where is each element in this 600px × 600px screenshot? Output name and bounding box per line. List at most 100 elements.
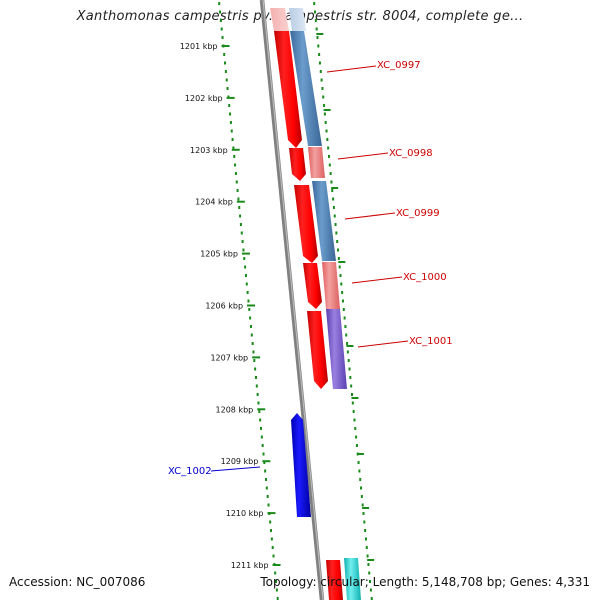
label-xc1002[interactable]: XC_1002 [168, 466, 212, 477]
guide-dot [233, 155, 236, 158]
guide-dot [360, 495, 363, 498]
guide-dot [269, 520, 272, 524]
guide-dot [241, 240, 244, 243]
guide-dot [252, 350, 255, 354]
gene-xc1000-arrow[interactable] [303, 263, 322, 309]
label-xc0997[interactable]: XC_0997 [377, 60, 421, 71]
guide-dot [234, 172, 237, 175]
genome-stats: Topology: circular; Length: 5,148,708 bp… [260, 575, 590, 589]
guide-dot [318, 53, 321, 56]
guide-dot [259, 427, 262, 430]
gene-xc0999-arrow[interactable] [294, 185, 318, 263]
gene-bottom-red[interactable] [326, 560, 343, 600]
guide-dot [262, 452, 265, 456]
guide-dot [346, 350, 349, 354]
guide-dot [365, 546, 368, 549]
guide-dot [338, 265, 341, 269]
guide-dot [364, 529, 367, 532]
guide-dot [270, 529, 273, 532]
guide-dot [322, 95, 325, 99]
guide-dot [329, 172, 332, 175]
guide-dot [333, 214, 336, 218]
guide-dot [316, 36, 319, 39]
gene-xc0997-arrow[interactable] [274, 31, 302, 148]
guide-dot [248, 308, 251, 311]
gene-xc1002-arrow[interactable] [291, 413, 311, 517]
guide-dot [344, 325, 347, 328]
guide-dot [366, 554, 369, 558]
guide-dot [253, 359, 256, 362]
guide-dot [324, 121, 327, 124]
guide-dot [346, 342, 349, 345]
guide-dot [249, 316, 252, 320]
accession-label: Accession: NC_007086 [9, 575, 146, 589]
guide-dot [219, 10, 222, 14]
guide-dot [240, 231, 243, 235]
guide-dot [360, 486, 363, 490]
guide-dot [342, 308, 345, 311]
guide-dot [237, 197, 240, 201]
label-xc0998[interactable]: XC_0998 [389, 148, 433, 159]
guide-dot [236, 189, 239, 192]
guide-dot [221, 36, 224, 39]
guide-dot [254, 367, 257, 371]
guide-dot [257, 401, 260, 405]
label-xc1000[interactable]: XC_1000 [403, 272, 447, 283]
guide-dot [261, 444, 264, 447]
guide-dot [370, 597, 373, 600]
guide-dot [357, 461, 360, 464]
track-pink-1 [308, 147, 325, 178]
guide-dot [369, 580, 372, 583]
guide-dot [369, 588, 372, 592]
guide-dot [353, 418, 356, 422]
guide-dot [348, 367, 351, 371]
guide-dot [323, 112, 326, 116]
guide-dot [234, 163, 237, 167]
guide-dot [340, 282, 343, 286]
guide-dot [359, 478, 362, 481]
guide-dot [230, 129, 233, 133]
guide-dot [341, 291, 344, 294]
guide-dot [347, 359, 350, 362]
guide-dot [337, 257, 340, 260]
guide-dot [336, 240, 339, 243]
guide-dot [265, 486, 268, 490]
guide-dot [315, 27, 318, 31]
guide-dot [349, 376, 352, 379]
genes-count-label: Genes: 4,331 [509, 575, 590, 589]
guide-dot [272, 554, 275, 558]
guide-dot [264, 469, 267, 473]
gene-xc1001-arrow[interactable] [307, 311, 328, 389]
guide-dot [313, 2, 316, 5]
guide-dot [263, 461, 266, 464]
leader-xc1001 [357, 340, 409, 348]
guide-dot [355, 444, 358, 447]
guide-dot [327, 146, 330, 150]
axis-tick-label: 1210 kbp [226, 509, 264, 518]
gene-xc0998-arrow[interactable] [289, 148, 306, 181]
faded-gene-top-blue [289, 8, 306, 31]
guide-dot [244, 265, 247, 269]
guide-dot [314, 10, 317, 14]
guide-dot [266, 495, 269, 498]
guide-dot [235, 180, 238, 184]
guide-dot [352, 410, 355, 413]
guide-dot [245, 282, 248, 286]
gene-bottom-cyan[interactable] [344, 558, 361, 600]
guide-dot [219, 19, 222, 22]
guide-dot [224, 61, 227, 65]
guide-dot [239, 223, 242, 226]
guide-dot [355, 435, 358, 439]
guide-dot [335, 231, 338, 235]
guide-dot [337, 248, 340, 252]
guide-dot [250, 333, 253, 337]
label-xc0999[interactable]: XC_0999 [396, 208, 440, 219]
guide-dot [331, 189, 334, 192]
track-steel-1 [290, 31, 322, 146]
guide-dot [321, 87, 324, 90]
track-violet [326, 309, 347, 389]
label-xc1001[interactable]: XC_1001 [409, 336, 453, 347]
guide-dot [362, 512, 365, 515]
guide-dot [224, 70, 227, 73]
